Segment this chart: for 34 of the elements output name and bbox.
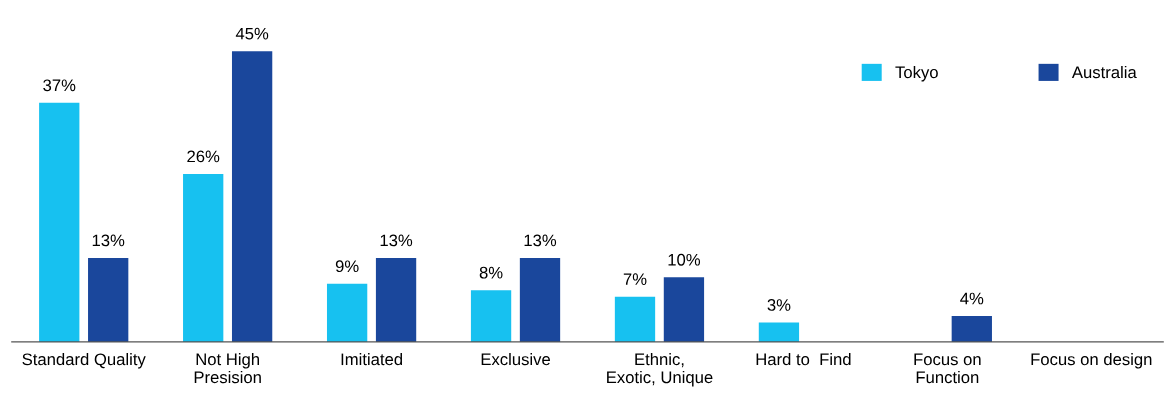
data-label: 9% <box>335 260 359 273</box>
x-tick-label: Not High Presision <box>194 352 261 384</box>
bar <box>231 51 273 342</box>
bar <box>39 102 80 342</box>
x-tick-label: Standard Quality <box>22 352 146 369</box>
bar <box>663 277 705 342</box>
x-tick-label: Imitiated <box>341 352 403 366</box>
bar <box>88 257 129 342</box>
bar <box>614 296 656 342</box>
legend-label: Tokyo <box>895 65 938 82</box>
x-tick-label: Focus on Function <box>914 353 981 384</box>
data-label: 13% <box>524 234 557 247</box>
bar <box>758 322 800 342</box>
data-label: 37% <box>43 79 76 92</box>
bar <box>519 257 561 342</box>
data-label: 3% <box>767 299 791 311</box>
x-tick-label: Focus on design <box>1031 352 1152 369</box>
x-tick-label: Exclusive <box>481 352 550 366</box>
bar <box>951 316 992 342</box>
bar <box>470 290 512 342</box>
x-tick-label: Ethnic, Exotic, Unique <box>607 352 713 387</box>
data-label: 45% <box>235 27 269 40</box>
data-label: 7% <box>623 273 647 285</box>
legend-label: Australia <box>1071 65 1137 79</box>
data-label: 13% <box>92 234 125 247</box>
data-label: 10% <box>668 253 701 266</box>
bar <box>375 257 417 342</box>
bar <box>326 283 368 342</box>
bar <box>183 173 224 342</box>
data-label: 26% <box>187 150 220 163</box>
data-label: 13% <box>380 234 413 247</box>
x-tick-label: Hard to Find <box>756 352 851 366</box>
data-label: 4% <box>960 292 984 305</box>
data-label: 8% <box>479 266 503 279</box>
